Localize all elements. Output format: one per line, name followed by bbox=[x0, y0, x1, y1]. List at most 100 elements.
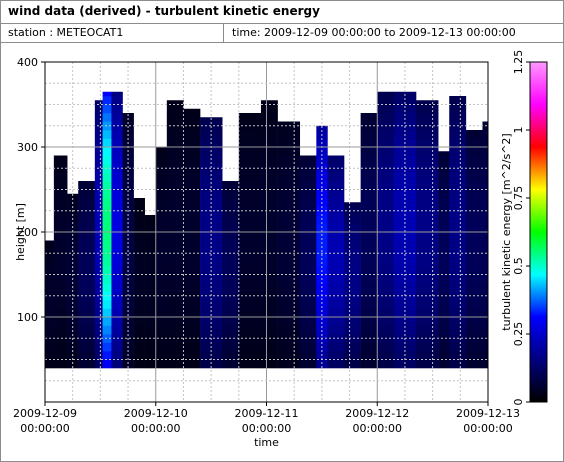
heatmap-cell bbox=[277, 308, 301, 318]
heatmap-cell bbox=[183, 291, 201, 301]
heatmap-cell bbox=[200, 249, 223, 258]
heatmap-cell bbox=[166, 300, 184, 309]
heatmap-cell bbox=[416, 274, 439, 284]
heatmap-cell bbox=[94, 155, 103, 165]
heatmap-cell bbox=[260, 223, 278, 233]
heatmap-cell bbox=[102, 104, 112, 114]
heatmap-cell bbox=[122, 172, 134, 182]
heatmap-cell bbox=[449, 138, 467, 148]
heatmap-cell bbox=[183, 138, 201, 148]
heatmap-cell bbox=[360, 172, 378, 182]
heatmap-cell bbox=[327, 198, 345, 207]
heatmap-cell bbox=[260, 172, 278, 182]
heatmap-cell bbox=[344, 249, 361, 258]
heatmap-cell bbox=[449, 240, 467, 250]
heatmap-cell bbox=[45, 325, 55, 335]
heatmap-cell bbox=[111, 257, 123, 267]
heatmap-cell bbox=[327, 351, 345, 360]
heatmap-cell bbox=[299, 172, 317, 182]
heatmap-cell bbox=[482, 342, 489, 352]
heatmap-cell bbox=[155, 274, 168, 284]
heatmap-cell bbox=[155, 223, 168, 233]
heatmap-cell bbox=[416, 138, 439, 148]
heatmap-cell bbox=[222, 283, 240, 292]
heatmap-cell bbox=[449, 198, 467, 207]
heatmap-cell bbox=[360, 283, 378, 292]
heatmap-cell bbox=[45, 300, 55, 309]
heatmap-cell bbox=[465, 308, 483, 318]
heatmap-cell bbox=[344, 334, 361, 343]
heatmap-cell bbox=[94, 240, 103, 250]
heatmap-cell bbox=[344, 206, 361, 216]
heatmap-cell bbox=[133, 317, 145, 326]
heatmap-cell bbox=[53, 249, 68, 258]
heatmap-cell bbox=[344, 359, 361, 369]
heatmap-cell bbox=[327, 308, 345, 318]
heatmap-cell bbox=[111, 172, 123, 182]
heatmap-cell bbox=[53, 334, 68, 343]
heatmap-cell bbox=[377, 342, 395, 352]
heatmap-cell bbox=[360, 300, 378, 309]
heatmap-cell bbox=[393, 113, 417, 122]
heatmap-cell bbox=[327, 291, 345, 301]
heatmap-cell bbox=[166, 215, 184, 224]
heatmap-cell bbox=[260, 104, 278, 114]
heatmap-cell bbox=[393, 189, 417, 199]
heatmap-cell bbox=[465, 266, 483, 275]
heatmap-cell bbox=[166, 334, 184, 343]
heatmap-cell bbox=[78, 308, 96, 318]
heatmap-cell bbox=[94, 189, 103, 199]
heatmap-cell bbox=[67, 232, 79, 241]
heatmap-cell bbox=[277, 181, 301, 190]
heatmap-cell bbox=[183, 215, 201, 224]
heatmap-cell bbox=[53, 274, 68, 284]
heatmap-cell bbox=[102, 189, 112, 199]
heatmap-cell bbox=[299, 300, 317, 309]
heatmap-cell bbox=[393, 104, 417, 114]
heatmap-cell bbox=[133, 232, 145, 241]
heatmap-cell bbox=[260, 342, 278, 352]
heatmap-cell bbox=[144, 317, 157, 326]
heatmap-cell bbox=[482, 274, 489, 284]
heatmap-cell bbox=[316, 325, 328, 335]
heatmap-cell bbox=[482, 308, 489, 318]
heatmap-cell bbox=[133, 206, 145, 216]
heatmap-cell bbox=[360, 181, 378, 190]
heatmap-cell bbox=[327, 206, 345, 216]
heatmap-cell bbox=[327, 249, 345, 258]
heatmap-cell bbox=[299, 351, 317, 360]
x-tick-label-time: 00:00:00 bbox=[242, 422, 291, 435]
y-tick-label: 100 bbox=[17, 311, 38, 324]
heatmap-cell bbox=[260, 181, 278, 190]
heatmap-cell bbox=[465, 181, 483, 190]
heatmap-cell bbox=[393, 300, 417, 309]
heatmap-cell bbox=[78, 266, 96, 275]
heatmap-cell bbox=[111, 96, 123, 105]
heatmap-cell bbox=[260, 266, 278, 275]
heatmap-cell bbox=[238, 308, 262, 318]
heatmap-cell bbox=[144, 308, 157, 318]
heatmap-cell bbox=[277, 291, 301, 301]
heatmap-cell bbox=[393, 96, 417, 105]
heatmap-cell bbox=[166, 317, 184, 326]
heatmap-cell bbox=[94, 138, 103, 148]
heatmap-cell bbox=[377, 266, 395, 275]
heatmap-cell bbox=[449, 325, 467, 335]
heatmap-cell bbox=[416, 104, 439, 114]
heatmap-cell bbox=[260, 308, 278, 318]
heatmap-cell bbox=[122, 181, 134, 190]
heatmap-cell bbox=[316, 300, 328, 309]
heatmap-cell bbox=[133, 198, 145, 207]
heatmap-cell bbox=[327, 223, 345, 233]
heatmap-cell bbox=[166, 308, 184, 318]
heatmap-cell bbox=[94, 283, 103, 292]
heatmap-cell bbox=[438, 300, 450, 309]
heatmap-cell bbox=[449, 104, 467, 114]
heatmap-cell bbox=[94, 325, 103, 335]
heatmap-cell bbox=[94, 130, 103, 139]
heatmap-cell bbox=[438, 334, 450, 343]
heatmap-cell bbox=[78, 189, 96, 199]
heatmap-cell bbox=[416, 113, 439, 122]
heatmap-cell bbox=[166, 138, 184, 148]
heatmap-cell bbox=[238, 317, 262, 326]
